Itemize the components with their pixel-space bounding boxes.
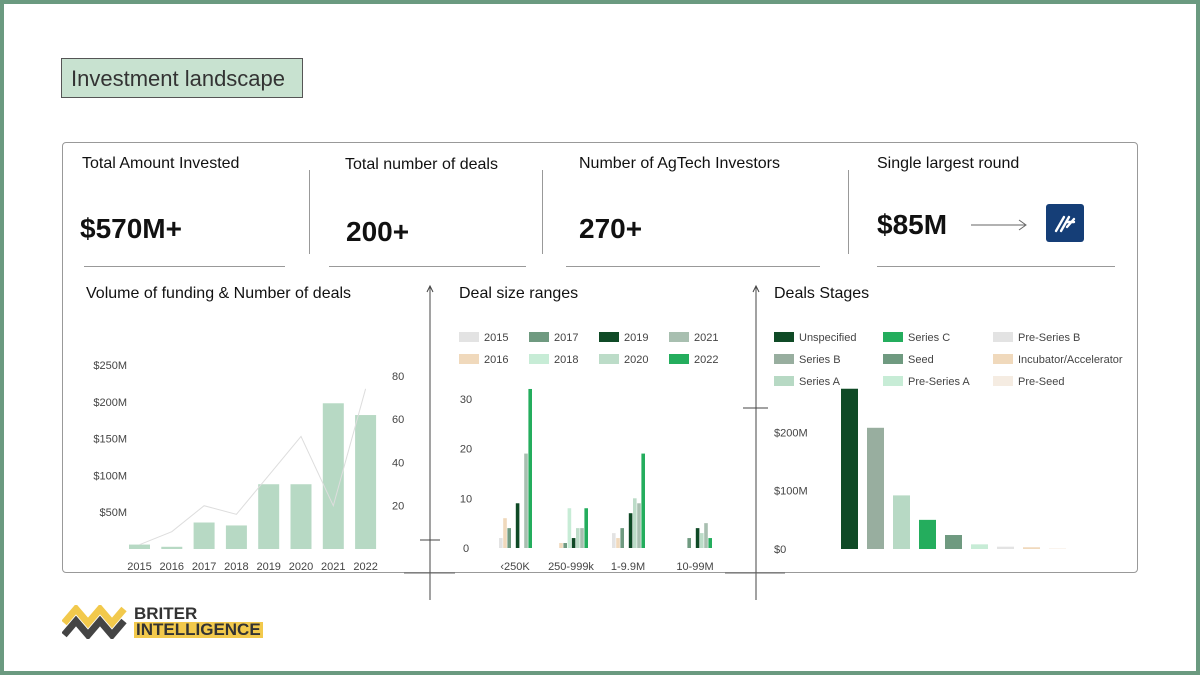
kpi-divider xyxy=(848,170,849,254)
dashboard-panel xyxy=(62,142,1138,573)
kpi-underline xyxy=(84,266,285,267)
kpi-label-total-invested: Total Amount Invested xyxy=(82,155,240,172)
arrow-right-icon xyxy=(971,219,1027,231)
kpi-label-total-deals: Total number of deals xyxy=(345,156,498,173)
kpi-value-total-invested: $570M+ xyxy=(80,213,182,244)
kpi-value-largest-round: $85M xyxy=(877,209,948,240)
kpi-value-total-deals: 200+ xyxy=(346,216,410,247)
kpi-underline xyxy=(329,266,526,267)
chart-title-deal-size: Deal size ranges xyxy=(459,285,579,302)
kpi-value-investors: 270+ xyxy=(579,213,643,244)
company-logo-icon xyxy=(1054,215,1076,233)
chart-title-funding: Volume of funding & Number of deals xyxy=(86,285,352,302)
kpi-divider xyxy=(542,170,543,254)
brand-name: BRITER INTELLIGENCE xyxy=(134,604,263,639)
kpi-underline xyxy=(877,266,1115,267)
kpi-label-largest-round: Single largest round xyxy=(877,155,1020,172)
kpi-divider xyxy=(309,170,310,254)
brand-line1: BRITER xyxy=(134,604,198,623)
section-title: Investment landscape xyxy=(61,58,303,98)
company-logo xyxy=(1046,204,1084,242)
brand-line2: INTELLIGENCE xyxy=(134,620,263,639)
chart-title-deal-stages: Deals Stages xyxy=(774,285,870,302)
kpi-underline xyxy=(566,266,820,267)
briter-logo-icon xyxy=(62,605,127,639)
kpi-label-investors: Number of AgTech Investors xyxy=(579,155,780,172)
